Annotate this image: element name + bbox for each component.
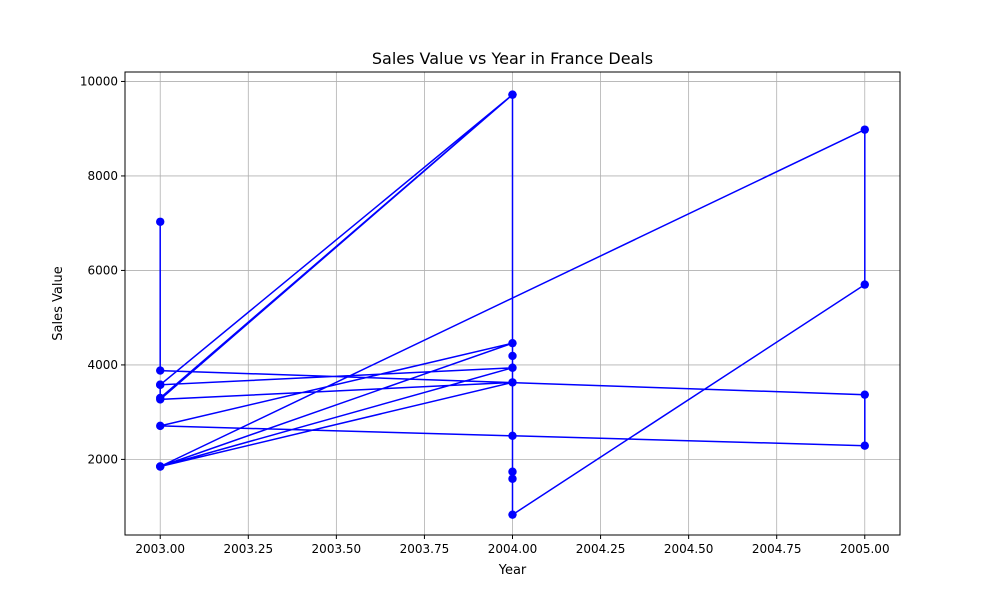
data-point bbox=[860, 441, 869, 450]
x-tick-label: 2004.50 bbox=[664, 542, 714, 556]
data-point bbox=[508, 467, 517, 476]
data-point bbox=[508, 363, 517, 372]
data-point bbox=[860, 390, 869, 399]
data-point bbox=[508, 90, 517, 99]
y-axis: 2000 4000 6000 8000 10000 bbox=[80, 74, 125, 466]
data-point bbox=[508, 474, 517, 483]
chart-title: Sales Value vs Year in France Deals bbox=[372, 49, 653, 68]
data-point bbox=[156, 462, 165, 471]
data-point bbox=[860, 280, 869, 289]
y-axis-label: Sales Value bbox=[51, 266, 66, 340]
series-layer bbox=[156, 90, 869, 519]
data-point bbox=[156, 380, 165, 389]
data-point bbox=[860, 125, 869, 134]
data-point bbox=[156, 366, 165, 375]
data-point bbox=[508, 338, 517, 348]
y-tick-label: 4000 bbox=[87, 358, 118, 372]
x-tick-label: 2004.25 bbox=[576, 542, 626, 556]
x-tick-label: 2004.00 bbox=[488, 542, 538, 556]
x-tick-label: 2003.50 bbox=[312, 542, 362, 556]
x-axis: 2003.00 2003.25 2003.50 2003.75 2004.00 2004.… bbox=[135, 535, 890, 556]
data-point bbox=[508, 431, 517, 440]
series-line bbox=[158, 93, 866, 517]
x-tick-label: 2003.00 bbox=[135, 542, 185, 556]
x-tick-label: 2004.75 bbox=[752, 542, 802, 556]
y-tick-label: 6000 bbox=[87, 263, 118, 277]
y-tick-label: 8000 bbox=[87, 169, 118, 183]
data-point bbox=[508, 510, 517, 519]
x-tick-label: 2003.25 bbox=[223, 542, 273, 556]
x-axis-label: Year bbox=[498, 563, 527, 578]
data-point bbox=[156, 421, 165, 431]
data-point bbox=[156, 217, 165, 226]
x-tick-label: 2005.00 bbox=[840, 542, 890, 556]
data-point bbox=[508, 378, 517, 387]
y-tick-label: 10000 bbox=[80, 74, 118, 88]
data-point bbox=[508, 351, 517, 361]
data-point bbox=[156, 393, 165, 403]
x-tick-label: 2003.75 bbox=[400, 542, 450, 556]
y-tick-label: 2000 bbox=[87, 452, 118, 466]
